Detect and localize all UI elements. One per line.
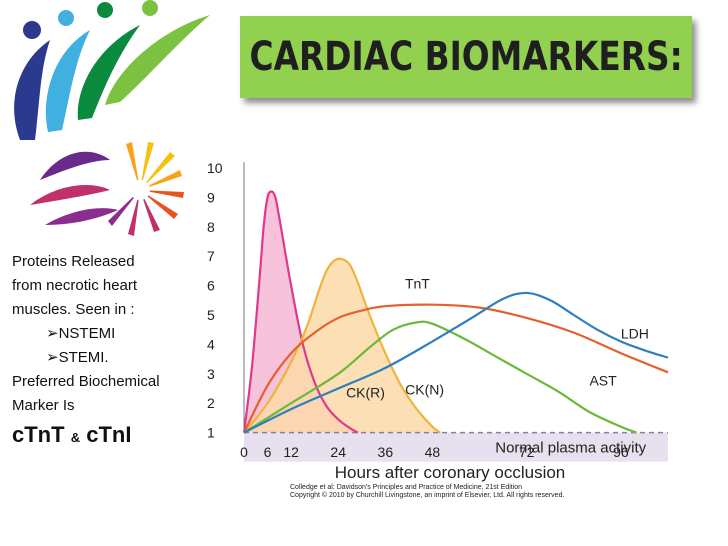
x-tick-label: 72	[519, 444, 535, 460]
bullet-item-nstemi: ➢NSTEMI	[12, 322, 202, 346]
slide-title: CARDIAC BIOMARKERS:	[249, 34, 683, 80]
y-tick-label: 3	[207, 366, 215, 382]
marker-ctni: cTnI	[86, 422, 132, 447]
x-tick-label: 24	[330, 444, 346, 460]
normal-plasma-band	[244, 432, 668, 462]
y-tick-label: 7	[207, 248, 215, 264]
bullet-item-stemi: ➢STEMI.	[12, 346, 202, 370]
series-lines	[242, 190, 669, 434]
series-line-ast	[243, 320, 637, 434]
series-line-ldh	[243, 291, 669, 434]
y-tick-label: 1	[207, 425, 215, 441]
y-tick-label: 5	[207, 307, 215, 323]
text-line: Marker Is	[12, 397, 75, 414]
marker-ctnt: cTnT	[12, 422, 65, 447]
bullet-label: NSTEMI	[58, 325, 116, 342]
credit-line-2: Copyright © 2010 by Churchill Livingston…	[290, 491, 564, 499]
x-tick-label: 0	[240, 444, 248, 460]
y-tick-label: 4	[207, 336, 215, 352]
y-tick-label: 2	[207, 395, 215, 411]
series-label-ck-r: CK(R)	[346, 384, 385, 400]
y-tick-label: 6	[207, 278, 215, 294]
series-line-tnt	[243, 303, 669, 434]
y-tick-label: 8	[207, 219, 215, 235]
x-tick-label: 36	[378, 444, 394, 460]
arrow-bullet-icon: ➢	[46, 325, 59, 342]
series-line-ck-r	[242, 190, 359, 434]
text-line: muscles. Seen in :	[12, 301, 135, 318]
ampersand: &	[70, 430, 81, 445]
marker-line: cTnT & cTnI	[12, 418, 202, 455]
text-line: from necrotic heart	[12, 277, 138, 294]
normal-plasma-label: Normal plasma activity	[495, 440, 646, 457]
title-banner: CARDIAC BIOMARKERS:	[240, 16, 692, 98]
series-label-ldh: LDH	[621, 326, 649, 342]
y-tick-label: 10	[207, 160, 223, 176]
y-tick-labels: 1 2 3 4 5 6 7 8 9 10	[207, 160, 223, 441]
text-line: Preferred Biochemical	[12, 373, 160, 390]
arrow-bullet-icon: ➢	[46, 349, 59, 366]
logo-graphic	[14, 0, 210, 236]
series-label-tnt: TnT	[405, 276, 430, 292]
x-tick-label: 48	[425, 444, 441, 460]
left-text-panel: Proteins Released from necrotic heart mu…	[12, 250, 202, 455]
y-tick-label: 9	[207, 189, 215, 205]
x-tick-label: 6	[264, 444, 272, 460]
series-label-ck-n: CK(N)	[405, 381, 444, 397]
series-fill-ck-r	[244, 191, 358, 433]
series-fill-ck-n	[244, 258, 441, 433]
series-label-ast: AST	[589, 373, 617, 389]
series-fills	[244, 191, 441, 433]
x-axis-label: Hours after coronary occlusion	[335, 463, 566, 482]
text-line: Proteins Released	[12, 253, 135, 270]
x-tick-labels: 0 6 12 24 36 48 72 96	[240, 444, 629, 460]
credit-line-1: Colledge et al: Davidson's Principles an…	[290, 484, 522, 491]
x-tick-label: 12	[283, 444, 299, 460]
series-labels: CK(R) CK(N) TnT AST LDH	[346, 276, 649, 401]
x-tick-label: 96	[613, 444, 629, 460]
bullet-label: STEMI.	[58, 349, 109, 366]
